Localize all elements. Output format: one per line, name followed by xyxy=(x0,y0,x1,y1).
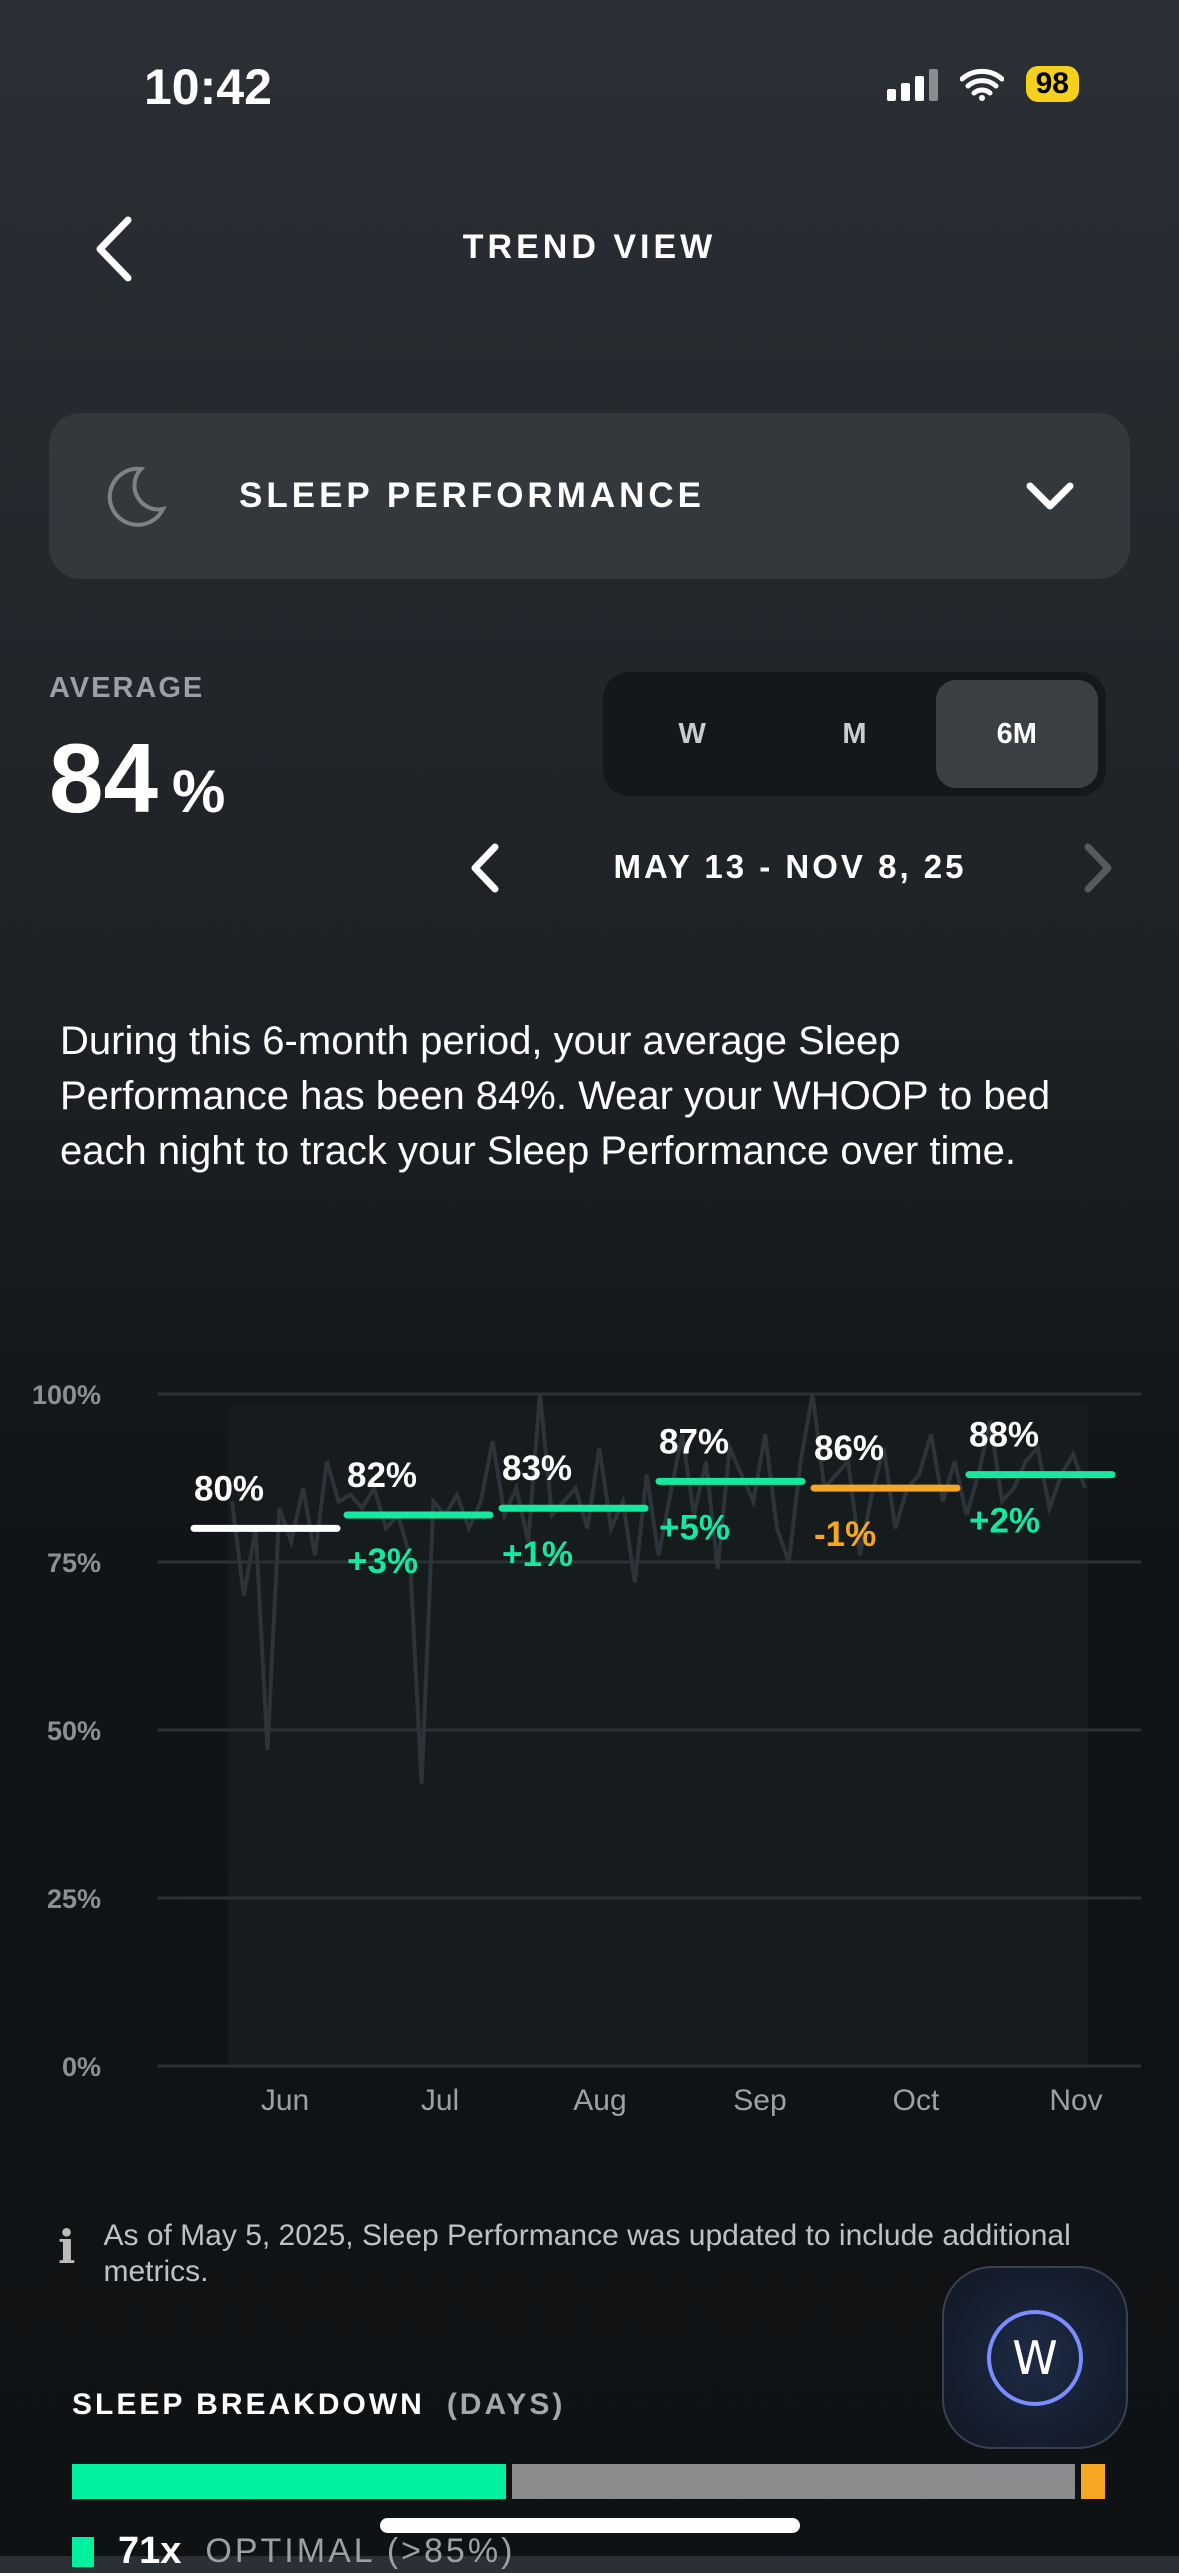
sleep-breakdown-bar xyxy=(72,2464,1105,2499)
x-tick-label: Nov xyxy=(1049,2084,1102,2117)
average-label: AVERAGE xyxy=(49,672,205,704)
range-segmented-control: W M 6M xyxy=(603,672,1106,796)
next-period-button[interactable] xyxy=(1078,842,1118,894)
x-tick-label: Aug xyxy=(573,2084,626,2117)
y-tick-label: 25% xyxy=(47,1884,101,1914)
breakdown-title: SLEEP BREAKDOWN xyxy=(72,2388,425,2421)
whoop-logo-icon: W xyxy=(987,2309,1083,2406)
sleep-breakdown-title: SLEEP BREAKDOWN (DAYS) xyxy=(72,2388,565,2422)
back-button[interactable] xyxy=(92,214,138,284)
daily-line xyxy=(230,1393,1087,1784)
notice-text: As of May 5, 2025, Sleep Performance was… xyxy=(103,2219,1071,2288)
status-time: 10:42 xyxy=(144,59,272,115)
y-tick-label: 75% xyxy=(47,1548,101,1578)
breakdown-segment-sufficient xyxy=(512,2464,1075,2499)
monthly-change-label: +5% xyxy=(659,1508,730,1547)
y-tick-label: 50% xyxy=(47,1716,101,1746)
home-indicator[interactable] xyxy=(380,2518,800,2533)
moon-icon xyxy=(107,466,167,527)
monthly-average-label: 82% xyxy=(347,1456,417,1495)
x-tick-label: Sep xyxy=(733,2084,786,2117)
range-6-months[interactable]: 6M xyxy=(935,680,1098,788)
monthly-average-label: 86% xyxy=(814,1429,884,1468)
average-number: 84 xyxy=(49,723,159,833)
range-week[interactable]: W xyxy=(678,717,706,750)
trend-description: During this 6-month period, your average… xyxy=(60,1019,1051,1173)
status-icons: 98 xyxy=(886,66,1079,102)
signal-icon xyxy=(886,67,938,101)
date-range: MAY 13 - NOV 8, 25 xyxy=(613,848,967,885)
y-tick-label: 0% xyxy=(62,2052,101,2082)
monthly-average-label: 83% xyxy=(502,1449,572,1488)
x-tick-label: Jun xyxy=(261,2084,309,2117)
breakdown-unit: (DAYS) xyxy=(446,2388,566,2421)
wifi-icon xyxy=(959,68,1004,101)
whoop-coach-button[interactable]: W xyxy=(942,2266,1128,2449)
monthly-change-label: +2% xyxy=(969,1502,1040,1541)
monthly-change-label: +1% xyxy=(502,1535,573,1574)
average-unit: % xyxy=(172,758,226,825)
optimal-count: 71x xyxy=(118,2530,182,2572)
info-icon: i xyxy=(58,2220,76,2274)
breakdown-segment-poor xyxy=(1080,2464,1105,2499)
monthly-change-label: -1% xyxy=(814,1515,876,1554)
y-tick-label: 100% xyxy=(32,1380,101,1410)
x-tick-label: Oct xyxy=(893,2084,940,2117)
monthly-change-label: +3% xyxy=(347,1542,418,1581)
metric-label: SLEEP PERFORMANCE xyxy=(239,476,706,515)
breakdown-segment-optimal xyxy=(72,2464,507,2499)
metric-selector[interactable]: SLEEP PERFORMANCE xyxy=(49,413,1130,579)
sleep-performance-chart: 100% 75% 50% 25% 0% Jun Jul Aug Sep Oct Nov 80% 82% +… xyxy=(32,1380,1141,2117)
battery-indicator: 98 xyxy=(1025,66,1079,102)
update-notice: i As of May 5, 2025, Sleep Performance w… xyxy=(58,2218,1103,2290)
monthly-average-label: 87% xyxy=(659,1422,729,1461)
optimal-label: OPTIMAL (>85%) xyxy=(205,2532,516,2570)
x-tick-label: Jul xyxy=(421,2084,459,2117)
range-month[interactable]: M xyxy=(842,717,867,750)
previous-period-button[interactable] xyxy=(465,842,505,894)
legend-optimal: 71x OPTIMAL (>85%) xyxy=(72,2530,515,2573)
optimal-swatch xyxy=(72,2536,94,2567)
chevron-down-icon xyxy=(1026,482,1074,510)
average-value: 84% xyxy=(49,722,225,835)
page-title: TREND VIEW xyxy=(462,228,717,266)
monthly-average-label: 88% xyxy=(969,1416,1039,1455)
monthly-average-label: 80% xyxy=(194,1469,264,1508)
